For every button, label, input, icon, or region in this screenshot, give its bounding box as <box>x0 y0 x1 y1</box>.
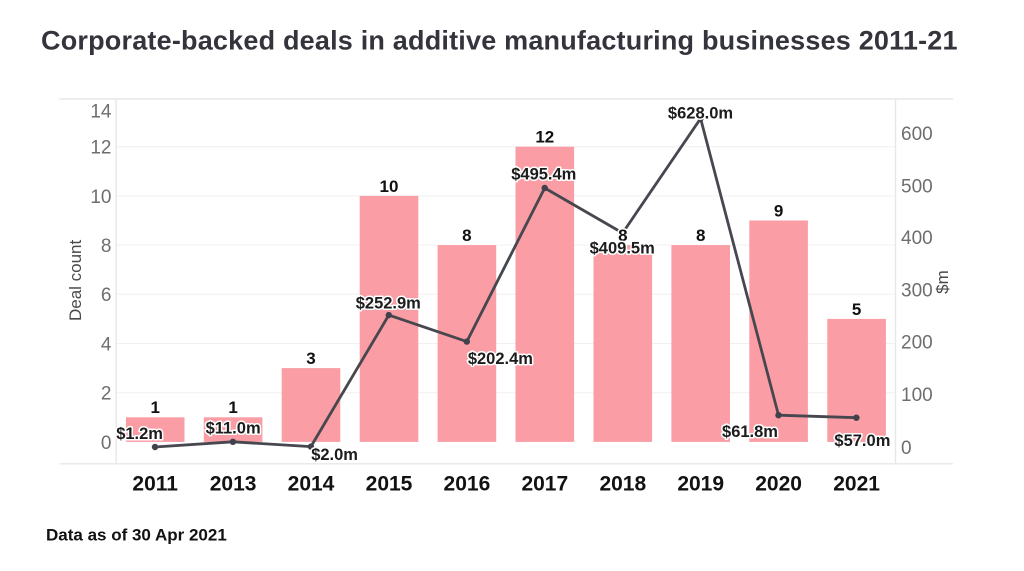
svg-text:2: 2 <box>101 384 112 405</box>
svg-text:2016: 2016 <box>444 473 491 496</box>
svg-text:8: 8 <box>618 226 627 245</box>
svg-text:3: 3 <box>306 349 315 368</box>
svg-text:8: 8 <box>462 226 471 245</box>
svg-text:2015: 2015 <box>366 473 413 496</box>
svg-text:0: 0 <box>101 433 112 454</box>
svg-text:6: 6 <box>101 285 112 306</box>
svg-text:400: 400 <box>901 228 933 249</box>
svg-text:2019: 2019 <box>677 473 724 496</box>
svg-text:0: 0 <box>901 438 912 459</box>
svg-text:$409.5m: $409.5m <box>590 240 655 258</box>
svg-text:10: 10 <box>380 177 399 196</box>
svg-text:$628.0m: $628.0m <box>668 104 733 122</box>
svg-text:2014: 2014 <box>288 473 335 496</box>
svg-text:5: 5 <box>852 300 861 319</box>
svg-text:$57.0m: $57.0m <box>834 432 890 450</box>
svg-text:$2.0m: $2.0m <box>311 446 358 464</box>
svg-text:2018: 2018 <box>599 473 646 496</box>
svg-text:500: 500 <box>901 176 933 197</box>
svg-text:2013: 2013 <box>210 473 257 496</box>
svg-text:100: 100 <box>901 385 933 406</box>
svg-text:9: 9 <box>774 201 783 220</box>
svg-text:12: 12 <box>90 138 111 159</box>
svg-text:4: 4 <box>101 334 112 355</box>
svg-text:Deal count: Deal count <box>66 239 85 321</box>
svg-text:8: 8 <box>101 236 112 257</box>
svg-text:$11.0m: $11.0m <box>206 420 261 438</box>
svg-text:14: 14 <box>90 101 112 122</box>
svg-text:2021: 2021 <box>833 473 880 496</box>
svg-text:10: 10 <box>90 187 111 208</box>
svg-text:Corporate-backed deals in addi: Corporate-backed deals in additive manuf… <box>41 25 958 55</box>
svg-text:1: 1 <box>228 398 237 417</box>
svg-text:12: 12 <box>535 128 554 147</box>
svg-text:$1.2m: $1.2m <box>116 425 163 443</box>
svg-text:300: 300 <box>901 281 933 302</box>
svg-text:600: 600 <box>901 124 933 145</box>
svg-text:$m: $m <box>933 270 952 294</box>
svg-text:Data as of 30 Apr 2021: Data as of 30 Apr 2021 <box>46 526 227 545</box>
svg-text:$252.9m: $252.9m <box>356 294 421 312</box>
svg-text:8: 8 <box>696 226 705 245</box>
svg-text:$61.8m: $61.8m <box>722 423 778 441</box>
svg-text:$495.4m: $495.4m <box>511 165 576 183</box>
svg-text:$202.4m: $202.4m <box>468 350 533 368</box>
svg-text:200: 200 <box>901 333 933 354</box>
svg-text:2017: 2017 <box>521 473 568 496</box>
svg-text:2020: 2020 <box>755 473 802 496</box>
svg-text:1: 1 <box>150 398 159 417</box>
svg-text:2011: 2011 <box>132 473 178 496</box>
